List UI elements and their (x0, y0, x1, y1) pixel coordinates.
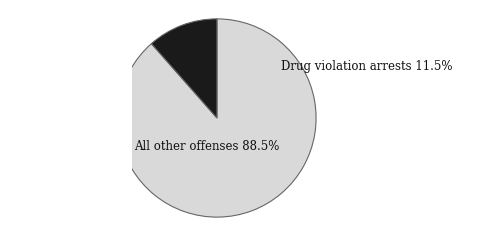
Text: Drug violation arrests 11.5%: Drug violation arrests 11.5% (280, 59, 452, 73)
Text: All other offenses 88.5%: All other offenses 88.5% (134, 140, 280, 153)
Wedge shape (118, 19, 316, 217)
Wedge shape (152, 19, 217, 118)
